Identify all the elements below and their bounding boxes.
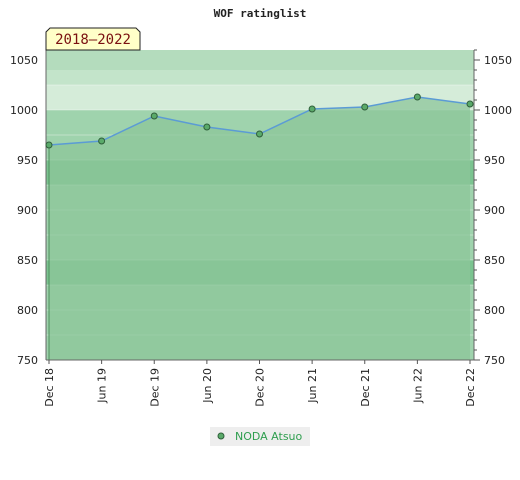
x-tick-label: Dec 18 [43, 368, 56, 407]
y-tick-label: 1050 [10, 54, 38, 67]
y-tick-label-right: 1050 [484, 54, 512, 67]
x-tick-label: Jun 22 [411, 368, 424, 404]
legend-box [210, 427, 310, 446]
y-tick-label-right: 850 [484, 254, 505, 267]
y-axis-left: 750 800 850 900 950 1000 1050 [10, 50, 47, 367]
period-badge-box [45, 27, 141, 51]
y-tick-label-right: 900 [484, 204, 505, 217]
x-tick-label: Dec 21 [359, 368, 372, 407]
y-tick-label-right: 750 [484, 354, 505, 367]
series-area [49, 97, 470, 360]
data-point[interactable] [413, 93, 421, 101]
data-point[interactable] [45, 141, 53, 149]
x-tick-label: Jun 20 [201, 368, 214, 404]
data-points [45, 93, 474, 149]
data-point[interactable] [256, 130, 263, 138]
y-tick-label-right: 1000 [484, 104, 512, 117]
legend[interactable]: NODA Atsuo [210, 427, 310, 446]
x-tick-label: Jun 21 [306, 368, 319, 404]
x-tick-label: Jun 19 [96, 368, 109, 404]
x-tick-label: Dec 20 [254, 368, 267, 407]
data-point[interactable] [150, 112, 158, 120]
data-point[interactable] [361, 103, 369, 111]
legend-label: NODA Atsuo [235, 430, 303, 443]
y-tick-label: 950 [17, 154, 38, 167]
y-tick-label: 850 [17, 254, 38, 267]
x-tick-label: Dec 19 [148, 368, 161, 407]
band [46, 70, 474, 85]
y-tick-label-right: 950 [484, 154, 505, 167]
period-badge: 2018–2022 [45, 27, 141, 51]
y-tick-label-right: 800 [484, 304, 505, 317]
y-tick-label: 1000 [10, 104, 38, 117]
legend-marker [217, 432, 225, 440]
y-tick-label: 800 [17, 304, 38, 317]
x-axis: Dec 18 Jun 19 Dec 19 Jun 20 Dec 20 Jun 21 Dec … [43, 359, 477, 407]
y-tick-label: 900 [17, 204, 38, 217]
data-point[interactable] [98, 137, 106, 145]
data-point[interactable] [308, 105, 316, 113]
y-tick-label: 750 [17, 354, 38, 367]
period-badge-text: 2018–2022 [55, 32, 131, 48]
data-point[interactable] [203, 123, 211, 131]
y-axis-right: 750 800 850 900 950 1000 1050 [473, 49, 512, 367]
chart-title: WOF ratinglist [214, 7, 307, 20]
data-point[interactable] [466, 100, 474, 108]
band [46, 50, 474, 70]
x-tick-label: Dec 22 [464, 368, 477, 407]
